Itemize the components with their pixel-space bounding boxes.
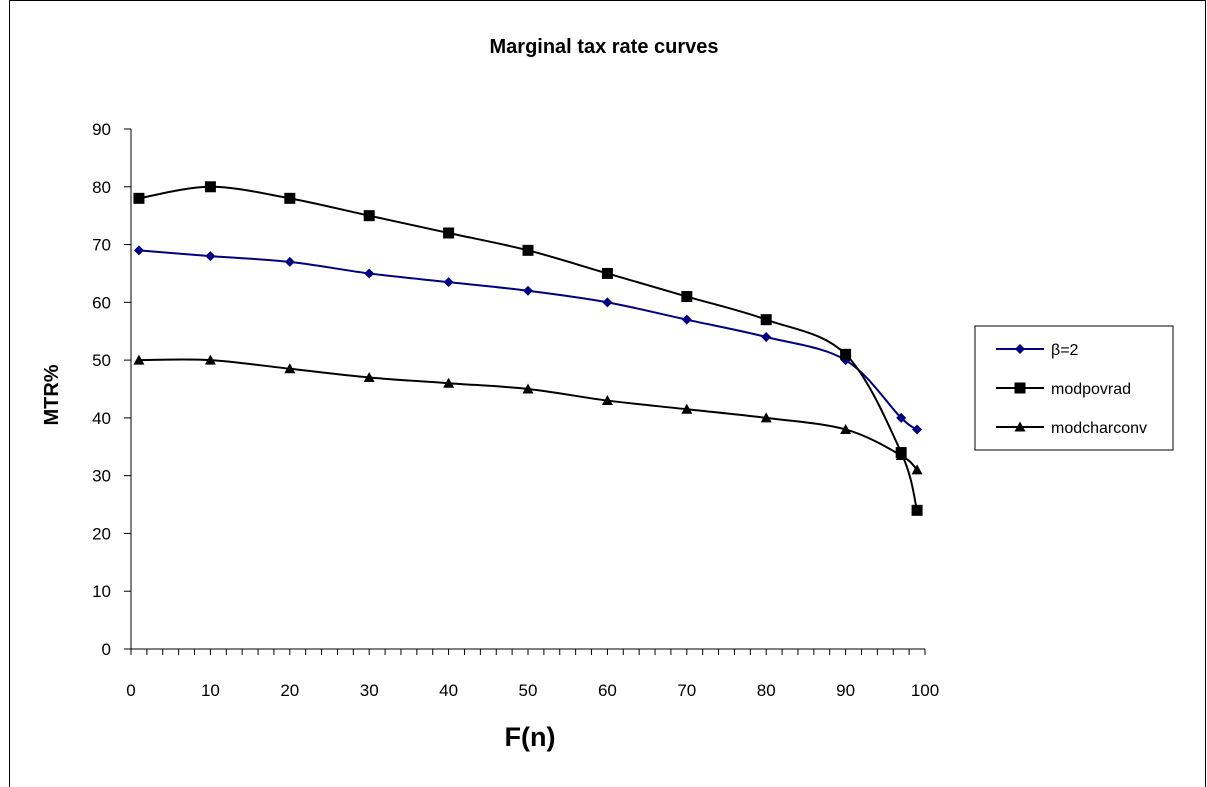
y-tick-label: 0: [102, 640, 111, 659]
data-point: [601, 395, 613, 406]
data-point: [911, 464, 923, 475]
legend-label: modpovrad: [1051, 381, 1131, 398]
data-point: [896, 412, 907, 423]
data-point: [363, 371, 375, 382]
data-point: [522, 244, 534, 256]
data-point: [443, 277, 454, 288]
y-tick-label: 20: [92, 524, 111, 543]
data-point: [522, 383, 534, 394]
chart-title: Marginal tax rate curves: [490, 36, 719, 58]
legend: β=2 modpovrad modcharconv: [974, 325, 1174, 451]
data-point: [363, 210, 375, 222]
x-tick-label: 60: [598, 681, 617, 700]
legend-marker: [1014, 382, 1026, 394]
y-tick-label: 90: [92, 120, 111, 139]
x-tick-label: 40: [439, 681, 458, 700]
x-tick-label: 20: [280, 681, 299, 700]
x-tick-label: 0: [126, 681, 135, 700]
legend-marker: [1014, 421, 1026, 432]
series-2: [133, 354, 923, 475]
y-tick-label: 40: [92, 409, 111, 428]
data-point: [681, 403, 693, 414]
data-point: [133, 354, 145, 365]
legend-label: modcharconv: [1051, 420, 1147, 437]
plot-layer: 0 10 20 30 40 50 60 70 80 90 0 10 20 30 40 50 60 70 80 90 10…: [92, 120, 939, 700]
data-point: [443, 227, 455, 239]
data-point: [602, 297, 613, 308]
data-point: [205, 251, 216, 262]
legend-label: β=2: [1051, 342, 1079, 359]
data-point: [840, 348, 852, 360]
data-point: [133, 245, 144, 256]
data-point: [364, 268, 375, 279]
x-tick-label: 50: [519, 681, 538, 700]
data-point: [601, 267, 613, 279]
data-point: [760, 412, 772, 423]
y-tick-label: 70: [92, 236, 111, 255]
y-axis-label: MTR%: [41, 364, 63, 425]
legend-box: [974, 325, 1174, 451]
x-tick-label: 10: [201, 681, 220, 700]
data-point: [523, 285, 533, 296]
series-0: [133, 245, 923, 435]
data-point: [840, 423, 852, 434]
data-point: [760, 314, 772, 326]
x-tick-label: 70: [677, 681, 696, 700]
data-point: [681, 314, 692, 325]
data-point: [911, 504, 923, 516]
y-tick-label: 60: [92, 293, 111, 312]
data-point: [204, 181, 216, 193]
legend-marker: [1015, 344, 1025, 354]
data-point: [761, 332, 772, 342]
x-axis-label: F(n): [505, 722, 556, 752]
x-tick-label: 30: [360, 681, 379, 700]
x-tick-label: 90: [836, 681, 855, 700]
y-tick-label: 50: [92, 351, 111, 370]
data-point: [204, 354, 216, 365]
data-point: [284, 256, 295, 267]
y-tick-label: 10: [92, 582, 111, 601]
data-point: [284, 363, 296, 374]
data-point: [133, 192, 145, 204]
data-point: [443, 377, 455, 388]
y-tick-label: 80: [92, 178, 111, 197]
data-point: [912, 424, 923, 435]
x-tick-label: 100: [911, 681, 939, 700]
data-point: [895, 449, 907, 460]
data-point: [284, 192, 296, 204]
y-tick-label: 30: [92, 467, 111, 486]
x-tick-label: 80: [757, 681, 776, 700]
data-point: [681, 291, 693, 303]
